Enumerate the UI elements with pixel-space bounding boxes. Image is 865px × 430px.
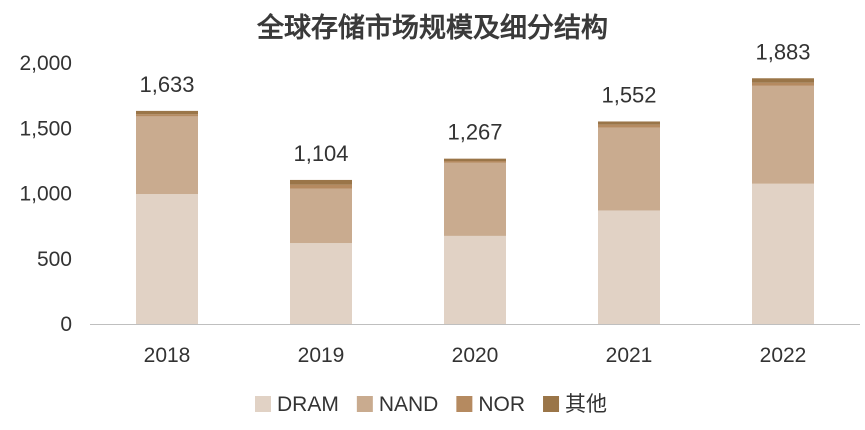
bar-segment-dram-2020 (444, 235, 506, 324)
bar-segment-nor-2020 (444, 161, 506, 163)
bar-segment-nand-2019 (290, 188, 352, 244)
y-tick-label: 2,000 (19, 52, 72, 75)
bar-segment-nor-2022 (752, 82, 814, 86)
x-tick-label: 2022 (760, 344, 807, 367)
legend-label: DRAM (277, 393, 339, 416)
legend-swatch (543, 396, 560, 412)
bar-segment-nand-2020 (444, 162, 506, 236)
bar-segment-其他-2020 (444, 158, 506, 162)
chart-title: 全球存储市场规模及细分结构 (257, 13, 608, 44)
bar-segment-nand-2021 (598, 127, 660, 211)
bar-segment-dram-2018 (136, 194, 198, 324)
legend-label: NOR (478, 393, 525, 416)
y-tick-label: 1,500 (19, 117, 72, 140)
bar-segment-其他-2021 (598, 121, 660, 125)
total-labels: 1,633 1,104 1,267 1,552 1,883 (139, 39, 810, 166)
bar-segment-nor-2019 (290, 184, 352, 189)
bar-segment-其他-2019 (290, 179, 352, 185)
y-tick-label: 1,000 (19, 183, 72, 206)
bar-segment-dram-2019 (290, 243, 352, 324)
bar-segment-dram-2022 (752, 183, 814, 324)
legend-swatch (255, 396, 271, 412)
bar-segment-dram-2021 (598, 210, 660, 324)
total-label: 1,552 (601, 82, 656, 107)
x-tick-label: 2018 (144, 344, 191, 367)
legend-item: NAND (356, 393, 439, 416)
x-tick-label: 2019 (298, 344, 345, 367)
legend-item: NOR (456, 393, 525, 416)
bar-segment-其他-2018 (136, 110, 198, 115)
bar-segment-其他-2022 (752, 78, 814, 83)
bar-segment-nand-2018 (136, 116, 198, 195)
y-tick-label: 500 (37, 248, 72, 271)
legend-label: 其他 (565, 393, 607, 416)
bar-segment-nor-2021 (598, 124, 660, 128)
legend: DRAM NAND NOR 其他 (255, 393, 607, 416)
y-axis: 0 500 1,000 1,500 2,000 (19, 52, 72, 336)
total-label: 1,104 (293, 141, 348, 166)
y-tick-label: 0 (60, 313, 72, 336)
bar-segment-nand-2022 (752, 85, 814, 184)
total-label: 1,633 (139, 72, 194, 97)
x-tick-label: 2020 (452, 344, 499, 367)
bar-segment-nor-2018 (136, 114, 198, 117)
legend-label: NAND (379, 393, 439, 416)
total-label: 1,267 (447, 120, 502, 145)
legend-item: DRAM (255, 393, 339, 416)
legend-swatch (456, 396, 473, 412)
x-axis: 2018 2019 2020 2021 2022 (144, 344, 807, 367)
total-label: 1,883 (755, 39, 810, 64)
x-tick-label: 2021 (606, 344, 653, 367)
legend-swatch (356, 396, 373, 412)
legend-item: 其他 (543, 393, 607, 416)
bars (136, 78, 814, 324)
